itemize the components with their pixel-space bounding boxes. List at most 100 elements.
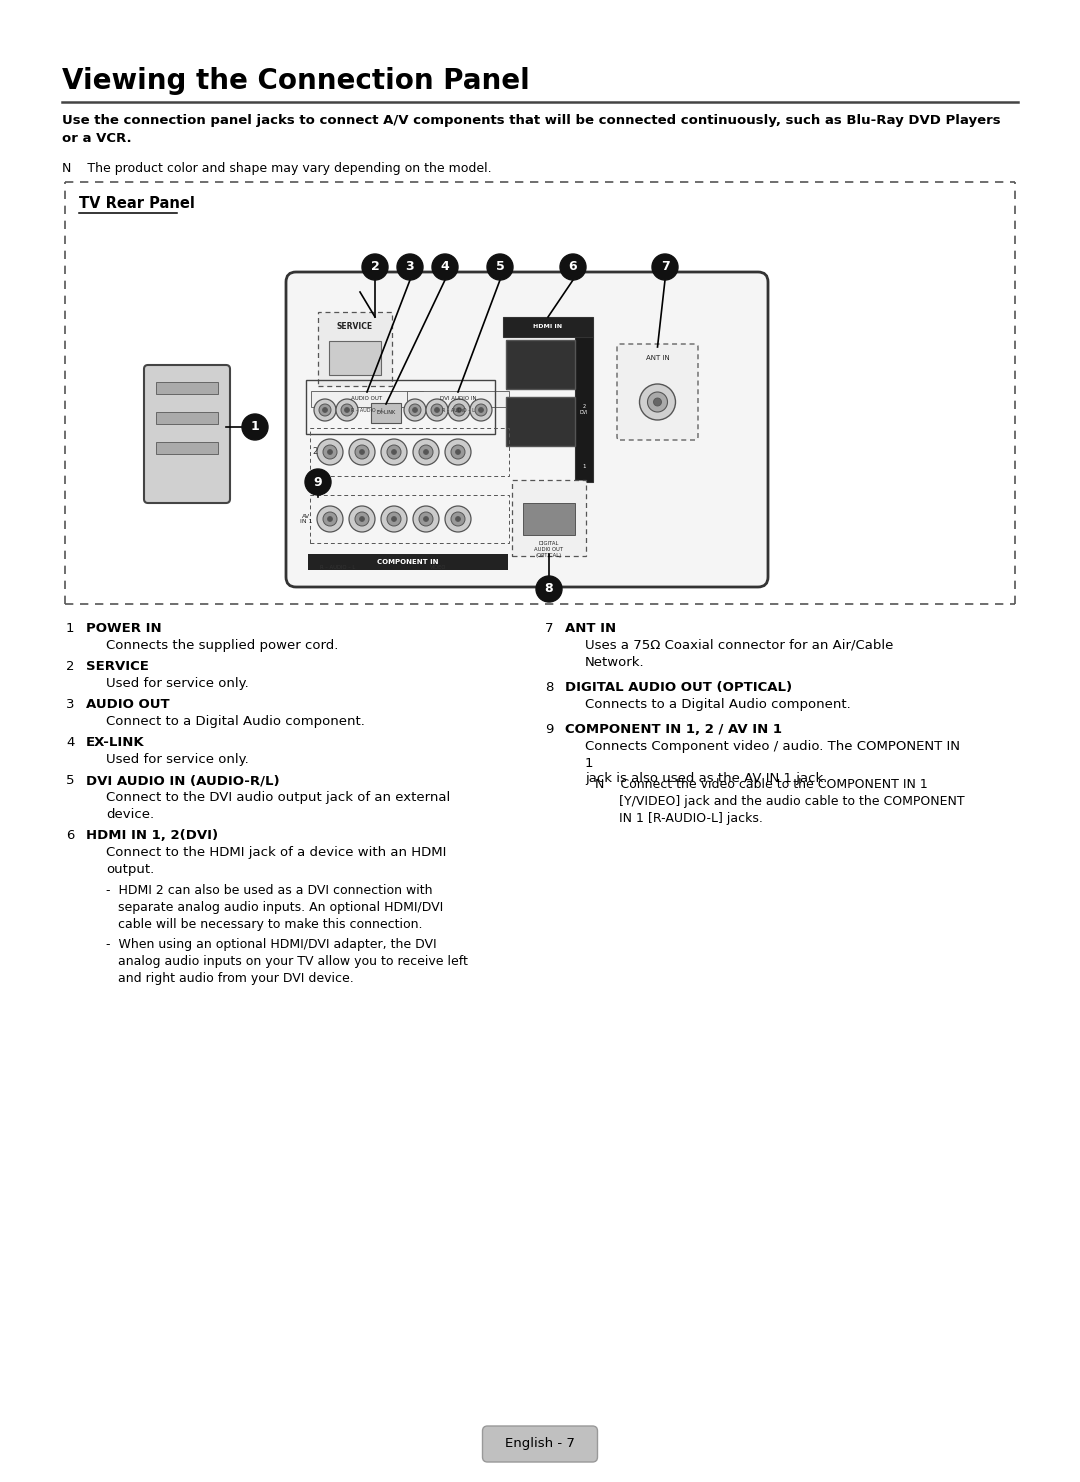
FancyBboxPatch shape	[286, 273, 768, 587]
Circle shape	[451, 511, 465, 526]
Circle shape	[319, 405, 330, 416]
Circle shape	[391, 517, 396, 522]
Circle shape	[413, 439, 438, 465]
Text: 1: 1	[66, 622, 75, 634]
Text: Network.: Network.	[585, 657, 645, 668]
FancyBboxPatch shape	[507, 339, 575, 388]
Text: EX-LINK: EX-LINK	[376, 411, 395, 415]
Text: 2: 2	[370, 261, 379, 274]
Circle shape	[327, 517, 333, 522]
Text: 6: 6	[66, 828, 75, 842]
Circle shape	[445, 505, 471, 532]
Text: TV Rear Panel: TV Rear Panel	[79, 196, 194, 210]
Circle shape	[478, 408, 484, 412]
Circle shape	[445, 439, 471, 465]
Text: separate analog audio inputs. An optional HDMI/DVI: separate analog audio inputs. An optiona…	[106, 901, 443, 914]
FancyBboxPatch shape	[329, 341, 381, 375]
Text: output.: output.	[106, 863, 154, 876]
FancyBboxPatch shape	[617, 344, 698, 440]
FancyBboxPatch shape	[311, 391, 423, 408]
Text: ANT IN: ANT IN	[646, 356, 670, 362]
Circle shape	[391, 449, 396, 455]
Circle shape	[355, 511, 369, 526]
Text: 3: 3	[66, 698, 75, 711]
Circle shape	[314, 399, 336, 421]
Circle shape	[336, 399, 357, 421]
Circle shape	[639, 384, 675, 419]
Text: AUDIO OUT: AUDIO OUT	[86, 698, 170, 711]
Text: 2
DVI: 2 DVI	[580, 405, 589, 415]
Circle shape	[431, 405, 443, 416]
Circle shape	[387, 445, 401, 459]
Text: -  HDMI 2 can also be used as a DVI connection with: - HDMI 2 can also be used as a DVI conne…	[106, 883, 432, 897]
Circle shape	[419, 511, 433, 526]
Text: device.: device.	[106, 808, 154, 821]
Circle shape	[327, 449, 333, 455]
Text: 2: 2	[312, 448, 318, 456]
FancyBboxPatch shape	[523, 502, 575, 535]
Text: 4: 4	[441, 261, 449, 274]
Text: 1
jack is also used as the AV IN 1 jack.: 1 jack is also used as the AV IN 1 jack.	[585, 757, 827, 785]
Circle shape	[360, 449, 365, 455]
Circle shape	[242, 413, 268, 440]
Text: Connect to the HDMI jack of a device with an HDMI: Connect to the HDMI jack of a device wit…	[106, 846, 446, 860]
Text: English - 7: English - 7	[505, 1438, 575, 1451]
Text: 1: 1	[251, 421, 259, 434]
Text: 9: 9	[313, 476, 322, 489]
Text: Uses a 75Ω Coaxial connector for an Air/Cable: Uses a 75Ω Coaxial connector for an Air/…	[585, 639, 893, 652]
Text: VIDEO: VIDEO	[430, 565, 446, 571]
Text: 9: 9	[545, 723, 553, 737]
Text: 3: 3	[406, 261, 415, 274]
Text: Viewing the Connection Panel: Viewing the Connection Panel	[62, 67, 530, 95]
Text: R – AUDıO – L: R – AUDıO – L	[351, 408, 383, 413]
Circle shape	[456, 517, 460, 522]
Text: ANT IN: ANT IN	[565, 622, 616, 634]
Circle shape	[413, 408, 418, 412]
Text: HDMI IN: HDMI IN	[534, 325, 563, 329]
Circle shape	[475, 405, 487, 416]
Circle shape	[305, 468, 330, 495]
Text: Used for service only.: Used for service only.	[106, 677, 248, 691]
Text: 6: 6	[569, 261, 578, 274]
Circle shape	[470, 399, 492, 421]
Circle shape	[536, 576, 562, 602]
Circle shape	[349, 505, 375, 532]
Text: 8: 8	[544, 582, 553, 596]
Text: N    Connect the video cable to the COMPONENT IN 1: N Connect the video cable to the COMPONE…	[595, 778, 928, 791]
Text: 7: 7	[661, 261, 670, 274]
Text: N    The product color and shape may vary depending on the model.: N The product color and shape may vary d…	[62, 162, 491, 175]
FancyBboxPatch shape	[144, 365, 230, 502]
Circle shape	[381, 505, 407, 532]
Text: -  When using an optional HDMI/DVI adapter, the DVI: - When using an optional HDMI/DVI adapte…	[106, 938, 436, 951]
Text: Connect to the DVI audio output jack of an external: Connect to the DVI audio output jack of …	[106, 791, 450, 805]
Text: 5: 5	[66, 774, 75, 787]
Text: DVI AUDIO IN: DVI AUDIO IN	[440, 397, 476, 402]
Text: DIGITAL AUDIO OUT (OPTICAL): DIGITAL AUDIO OUT (OPTICAL)	[565, 682, 792, 694]
FancyBboxPatch shape	[483, 1426, 597, 1463]
Bar	[156, 442, 218, 453]
Text: COMPONENT IN: COMPONENT IN	[377, 559, 438, 565]
Circle shape	[561, 253, 586, 280]
Circle shape	[349, 439, 375, 465]
Circle shape	[432, 253, 458, 280]
Text: 2: 2	[66, 659, 75, 673]
Circle shape	[318, 505, 343, 532]
Text: and right audio from your DVI device.: and right audio from your DVI device.	[106, 972, 354, 986]
Circle shape	[423, 517, 429, 522]
Circle shape	[652, 253, 678, 280]
Circle shape	[456, 449, 460, 455]
Text: R – AUDıO – L: R – AUDıO – L	[442, 408, 474, 413]
Text: Used for service only.: Used for service only.	[106, 753, 248, 766]
Circle shape	[413, 505, 438, 532]
Circle shape	[409, 405, 421, 416]
FancyBboxPatch shape	[407, 391, 509, 408]
Text: 5: 5	[496, 261, 504, 274]
Circle shape	[323, 445, 337, 459]
Text: [Y/VIDEO] jack and the audio cable to the COMPONENT: [Y/VIDEO] jack and the audio cable to th…	[595, 794, 964, 808]
Circle shape	[341, 405, 353, 416]
Bar	[575, 336, 593, 482]
Bar	[156, 382, 218, 394]
Text: SERVICE: SERVICE	[337, 322, 373, 330]
Circle shape	[387, 511, 401, 526]
Circle shape	[448, 399, 470, 421]
